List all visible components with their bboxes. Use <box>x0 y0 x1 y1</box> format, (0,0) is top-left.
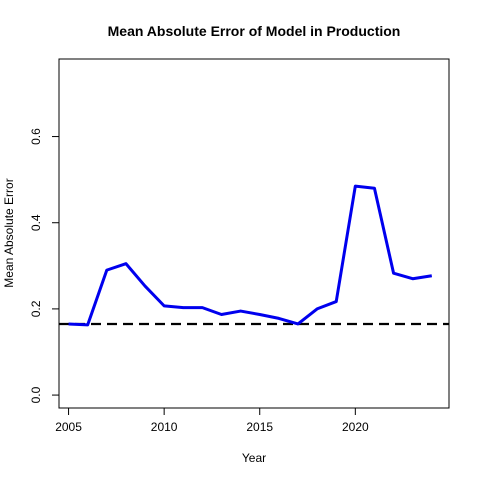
x-tick-label: 2010 <box>151 420 178 434</box>
series-line <box>68 184 433 327</box>
series-group <box>68 184 433 327</box>
y-axis: 0.0 0.2 0.4 0.6 <box>29 128 60 403</box>
x-axis: 2005 2010 2015 2020 <box>55 407 369 434</box>
y-axis-label: Mean Absolute Error <box>2 178 16 287</box>
y-tick-label: 0.0 <box>29 386 43 403</box>
plot-frame <box>58 58 450 409</box>
chart-title: Mean Absolute Error of Model in Producti… <box>108 23 401 39</box>
y-tick-label: 0.6 <box>29 128 43 145</box>
x-tick-label: 2015 <box>246 420 273 434</box>
x-tick-label: 2020 <box>342 420 369 434</box>
x-axis-label: Year <box>242 451 266 465</box>
y-tick-label: 0.4 <box>29 214 43 231</box>
x-tick-label: 2005 <box>55 420 82 434</box>
y-tick-label: 0.2 <box>29 300 43 317</box>
